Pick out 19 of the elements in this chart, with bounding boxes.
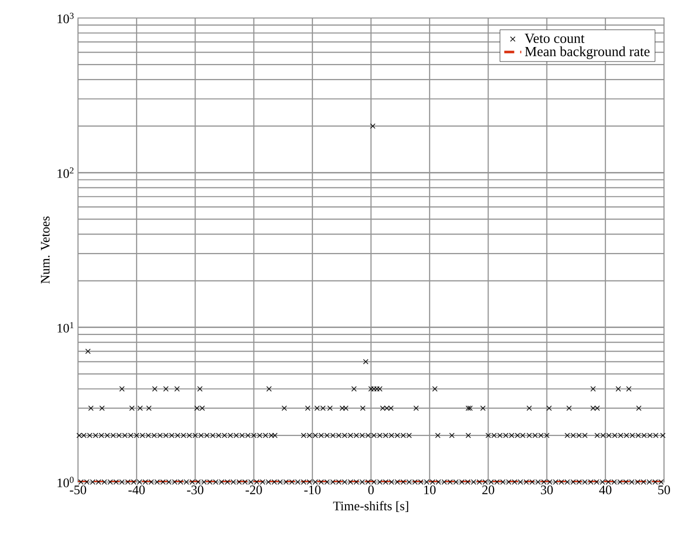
y-tick-label: 10$^{0}$ <box>58 476 74 488</box>
y-tick-label: 10$^{2}$ <box>58 167 74 178</box>
x-tick-label: 50 <box>658 486 670 494</box>
x-tick-label: 40 <box>599 486 612 494</box>
y-axis-title: Num. Vetoes <box>40 216 50 284</box>
legend-label: Mean background rate <box>524 46 650 60</box>
x-axis-title: Time-shifts [s] <box>333 501 408 512</box>
x-tick-label: 30 <box>540 486 553 494</box>
x-tick-label: -50 <box>70 486 86 494</box>
y-tick-label: 10$^{3}$ <box>58 12 74 24</box>
x-tick-label: -20 <box>246 486 262 494</box>
x-tick-label: -10 <box>304 486 321 494</box>
x-tick-label: 0 <box>368 486 374 494</box>
y-tick-label: 10$^{1}$ <box>58 322 74 333</box>
x-tick-label: 20 <box>482 486 494 494</box>
x-tick-label: 10 <box>424 486 436 494</box>
x-tick-label: -30 <box>187 486 204 494</box>
x-tick-label: -40 <box>128 486 145 494</box>
legend-label: Veto count <box>524 34 585 44</box>
